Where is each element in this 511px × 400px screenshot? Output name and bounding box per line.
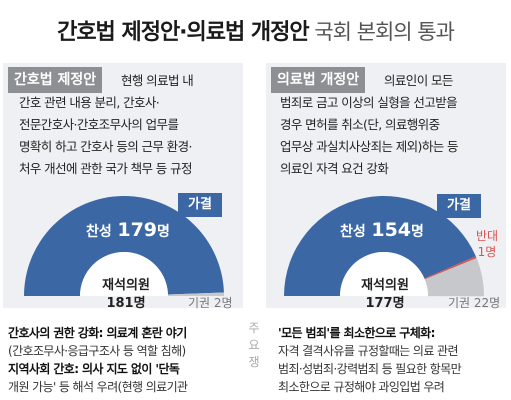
yes-value: 154 bbox=[371, 219, 412, 241]
desc-line: 의료인 자격 요건 강화 bbox=[280, 161, 389, 176]
yes-value: 179 bbox=[117, 219, 158, 241]
medical-against: 반대 1명 bbox=[470, 228, 504, 260]
issue-line: 최소한으로 규정해야 과잉입법 우려 bbox=[278, 380, 445, 394]
against-value: 1명 bbox=[477, 245, 497, 259]
issue-line: 지역사회 간호: 의사 지도 없이 '단독 bbox=[8, 362, 180, 376]
issue-line: 간호사의 권한 강화: 의료계 혼란 야기 bbox=[8, 326, 187, 340]
nursing-issues: 간호사의 권한 강화: 의료계 혼란 야기 (간호조무사·응급구조사 등 역할 … bbox=[8, 324, 240, 396]
desc-line: 간호 관련 내용 분리, 간호사· bbox=[19, 95, 160, 110]
medical-act-description: 의료인이 모든 범죄로 금고 이상의 실형을 선고받을 경우 면허를 취소(단,… bbox=[266, 70, 502, 180]
medical-total: 재석의원 177명 bbox=[347, 277, 423, 313]
issue-line: 범죄·성범죄·강력범죄 등 필요한 항목만 bbox=[278, 362, 462, 376]
side-label: 주요 쟁 bbox=[248, 321, 260, 369]
desc-line: 전문간호사·간호조무사의 업무를 bbox=[19, 117, 179, 132]
yes-label: 찬성 bbox=[86, 224, 112, 240]
issue-line: '모든 범죄'를 최소한으로 구체화: bbox=[278, 326, 435, 340]
yes-unit: 명 bbox=[411, 224, 424, 240]
desc-line: 처우 개선에 관한 국가 책무 등 규정 bbox=[19, 161, 192, 176]
total-label: 재석의원 bbox=[361, 278, 409, 293]
total-label: 재석의원 bbox=[102, 278, 150, 293]
medical-act-label: 의료법 개정안 bbox=[271, 67, 366, 93]
nursing-total: 재석의원 181명 bbox=[88, 277, 164, 313]
medical-issues: '모든 범죄'를 최소한으로 구체화: 자격 결격사유를 규정할때는 의료 관련… bbox=[278, 324, 508, 396]
desc-line: 범죄로 금고 이상의 실형을 선고받을 bbox=[280, 95, 458, 110]
issue-line: 개원 가능' 등 해석 우려(현행 의료기관 bbox=[8, 380, 188, 394]
nursing-abstain: 기권 2명 bbox=[188, 296, 233, 310]
medical-yes-label: 찬성 154명 bbox=[340, 219, 424, 241]
title-sub: 국회 본회의 통과 bbox=[308, 20, 455, 44]
nursing-yes-label: 찬성 179명 bbox=[86, 219, 170, 241]
yes-label: 찬성 bbox=[340, 224, 366, 240]
issue-line: (간호조무사·응급구조사 등 역할 침해) bbox=[8, 344, 186, 358]
desc-line: 업무상 과실치사상죄는 제외)하는 등 bbox=[280, 139, 459, 154]
nursing-act-description: 현행 의료법 내 간호 관련 내용 분리, 간호사· 전문간호사·간호조무사의 … bbox=[3, 70, 239, 180]
desc-line: 경우 면허를 취소(단, 의료행위중 bbox=[280, 117, 440, 132]
medical-abstain: 기권 22명 bbox=[448, 296, 501, 310]
desc-line: 현행 의료법 내 bbox=[121, 73, 194, 88]
total-value: 181명 bbox=[106, 296, 146, 311]
nursing-act-label: 간호법 제정안 bbox=[8, 67, 103, 93]
medical-act-verdict: 가결 bbox=[437, 194, 481, 218]
nursing-act-verdict: 가결 bbox=[178, 193, 222, 217]
medical-act-panel: 의료인이 모든 범죄로 금고 이상의 실형을 선고받을 경우 면허를 취소(단,… bbox=[266, 63, 506, 308]
yes-unit: 명 bbox=[157, 224, 170, 240]
page-title: 간호법 제정안·의료법 개정안 국회 본회의 통과 bbox=[0, 14, 511, 54]
title-main: 간호법 제정안·의료법 개정안 bbox=[57, 20, 310, 45]
desc-line: 명확히 하고 간호사 등의 근무 환경· bbox=[19, 139, 192, 154]
total-value: 177명 bbox=[365, 296, 405, 311]
issue-line: 자격 결격사유를 규정할때는 의료 관련 bbox=[278, 344, 459, 358]
nursing-act-panel: 현행 의료법 내 간호 관련 내용 분리, 간호사· 전문간호사·간호조무사의 … bbox=[3, 63, 243, 308]
desc-line: 의료인이 모든 bbox=[384, 73, 453, 88]
against-label: 반대 bbox=[475, 229, 499, 243]
